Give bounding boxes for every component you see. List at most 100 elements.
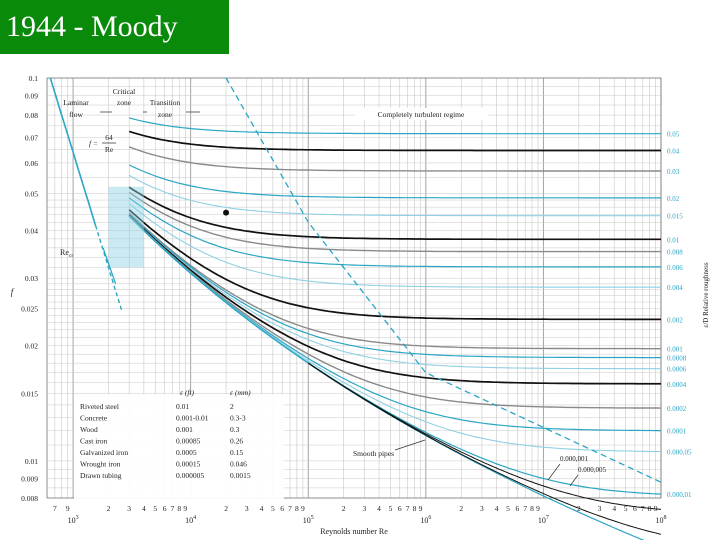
y-tick-label: 0.025 (21, 305, 38, 314)
x-minor-tick-label: 9 (536, 504, 540, 513)
x-minor-tick-label: 9 (301, 504, 305, 513)
x-minor-tick-label: 4 (260, 504, 264, 513)
roughness-curve (128, 197, 661, 268)
roughness-curve (129, 117, 661, 135)
turbulent-boundary (225, 77, 662, 483)
roughness-curve (128, 164, 661, 199)
material-eps-mm: 2 (230, 402, 234, 411)
roughness-curve (128, 186, 661, 241)
marker-point (223, 209, 230, 216)
roughness-label: 0.0008 (667, 355, 687, 363)
roughness-curve (128, 191, 661, 253)
x-minor-tick-label: 3 (598, 504, 602, 513)
inline-label-pointer (569, 474, 579, 487)
material-name: Wrought iron (80, 460, 121, 469)
roughness-label: 0.05 (667, 131, 680, 139)
y-tick-label: 0.08 (25, 111, 38, 120)
x-axis-label: Reynolds number Re (320, 527, 388, 536)
material-eps-ft: 0.00085 (176, 437, 201, 446)
x-minor-tick-label: 5 (624, 504, 628, 513)
x-minor-tick-label: 7 (523, 504, 527, 513)
smooth-pipes-label: Smooth pipes (353, 449, 394, 458)
slide-title: 1944 - Moody (6, 10, 178, 43)
y-tick-label: 0.015 (21, 389, 38, 398)
roughness-curve (128, 174, 661, 217)
x-minor-tick-label: 9 (66, 504, 70, 513)
material-eps-mm: 0.15 (230, 448, 243, 457)
y-tick-label: 0.07 (25, 133, 38, 142)
x-decade-label: 103 (68, 515, 79, 525)
x-minor-tick-label: 8 (413, 504, 417, 513)
roughness-curve (128, 212, 661, 350)
re-cr-subscript: cr (69, 253, 73, 259)
x-minor-tick-label: 5 (271, 504, 275, 513)
laminar-formula-numerator: 64 (105, 133, 113, 142)
x-minor-tick-label: 3 (480, 504, 484, 513)
x-minor-tick-label: 9 (419, 504, 423, 513)
y-axis-label: f (11, 287, 15, 297)
y-tick-label: 0.008 (21, 494, 38, 503)
critical-region-label: zone (117, 98, 132, 107)
laminar-line-extension (94, 225, 123, 312)
x-minor-tick-label: 3 (127, 504, 131, 513)
roughness-curve (128, 213, 661, 370)
roughness-curve (128, 130, 661, 152)
x-minor-tick-label: 2 (342, 504, 346, 513)
x-minor-tick-label: 5 (506, 504, 510, 513)
x-decade-label: 107 (538, 515, 549, 525)
y-tick-label: 0.05 (25, 189, 38, 198)
title-banner: 1944 - Moody (0, 0, 229, 54)
roughness-curve (128, 209, 661, 321)
turbulent-region-label: Completely turbulent regime (378, 110, 465, 119)
x-minor-tick-label: 7 (288, 504, 292, 513)
re-cr-line (102, 247, 117, 285)
roughness-curve (128, 214, 661, 385)
laminar-line (49, 77, 97, 226)
material-name: Drawn tubing (80, 471, 122, 480)
laminar-region-label: flow (69, 110, 83, 119)
roughness-label: 0.002 (667, 316, 683, 324)
material-eps-ft: 0.001-0.01 (176, 414, 209, 423)
materials-table-backing (74, 394, 284, 502)
critical-zone-band (108, 186, 144, 268)
x-decade-exponent: 3 (76, 515, 79, 521)
material-eps-ft: 0.01 (176, 402, 189, 411)
roughness-curve (128, 203, 661, 288)
roughness-curve (128, 213, 661, 359)
transition-region-label: zone (158, 110, 173, 119)
inline-roughness-label: 0.000,005 (578, 466, 607, 474)
laminar-region-label: Laminar (63, 98, 89, 107)
y-tick-label: 0.01 (25, 457, 38, 466)
roughness-label: 0.01 (667, 236, 680, 244)
re-cr-label: Recr (60, 248, 73, 259)
roughness-label: 0.0004 (667, 381, 687, 389)
material-eps-mm: 0.3-3 (230, 414, 246, 423)
x-minor-tick-label: 3 (245, 504, 249, 513)
x-decade-exponent: 4 (193, 515, 196, 521)
materials-header: ε (ft) (180, 388, 194, 397)
roughness-label: 0.006 (667, 264, 683, 272)
x-minor-tick-label: 4 (612, 504, 616, 513)
x-minor-tick-label: 8 (648, 504, 652, 513)
roughness-label: 0.0002 (667, 405, 687, 413)
y-tick-label: 0.09 (25, 92, 38, 101)
x-minor-tick-label: 2 (577, 504, 581, 513)
roughness-label: 0.015 (667, 213, 683, 221)
inline-label-pointer (547, 463, 561, 481)
x-minor-tick-label: 2 (224, 504, 228, 513)
x-minor-tick-label: 9 (183, 504, 187, 513)
x-minor-tick-label: 5 (153, 504, 157, 513)
x-minor-tick-label: 4 (377, 504, 381, 513)
roughness-label: 0.000,01 (667, 491, 692, 499)
laminar-formula-denominator: Re (105, 145, 114, 154)
inline-roughness-label: 0.000,001 (560, 455, 589, 463)
roughness-label: 0.008 (667, 249, 683, 257)
material-eps-ft: 0.00015 (176, 460, 201, 469)
material-eps-ft: 0.001 (176, 425, 193, 434)
laminar-formula-lhs: f = (89, 139, 98, 148)
roughness-label: 0.004 (667, 284, 683, 292)
transition-region-label: Transition (150, 98, 181, 107)
roughness-curve (128, 146, 661, 172)
roughness-curve (128, 215, 662, 409)
material-eps-ft: 0.0005 (176, 448, 197, 457)
